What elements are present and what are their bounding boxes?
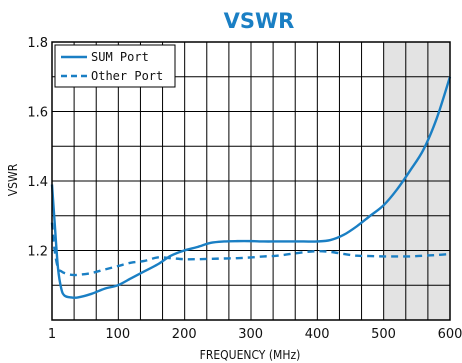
y-tick-labels: 1.2 1.4 1.6 1.8 [27,36,48,260]
x-tick-label: 200 [172,327,197,342]
x-tick-label: 1 [48,327,56,342]
series-layer [50,76,452,299]
x-tick-labels: 1 100 200 300 400 500 600 [48,327,462,342]
series-line-other-port [50,222,451,277]
x-tick-label: 600 [438,327,462,342]
y-axis-label: VSWR [6,163,20,196]
plot-frame [51,41,451,321]
x-axis-label: FREQUENCY (MHz) [200,348,301,362]
y-tick-label: 1.4 [27,175,48,190]
legend: SUM Port Other Port [54,44,176,88]
x-tick-label: 400 [305,327,330,342]
legend-label-sum-port: SUM Port [91,50,149,64]
chart-title: VSWR [224,9,295,33]
x-tick-label: 500 [371,327,396,342]
x-tick-label: 300 [238,327,263,342]
y-tick-label: 1.8 [27,36,48,51]
y-tick-label: 1.6 [27,106,48,121]
grid-lines [52,42,450,320]
series-line-sum-port [50,76,452,299]
legend-label-other-port: Other Port [91,69,163,83]
legend-box [54,44,176,88]
y-tick-label: 1.2 [27,245,48,260]
x-tick-label: 100 [105,327,130,342]
